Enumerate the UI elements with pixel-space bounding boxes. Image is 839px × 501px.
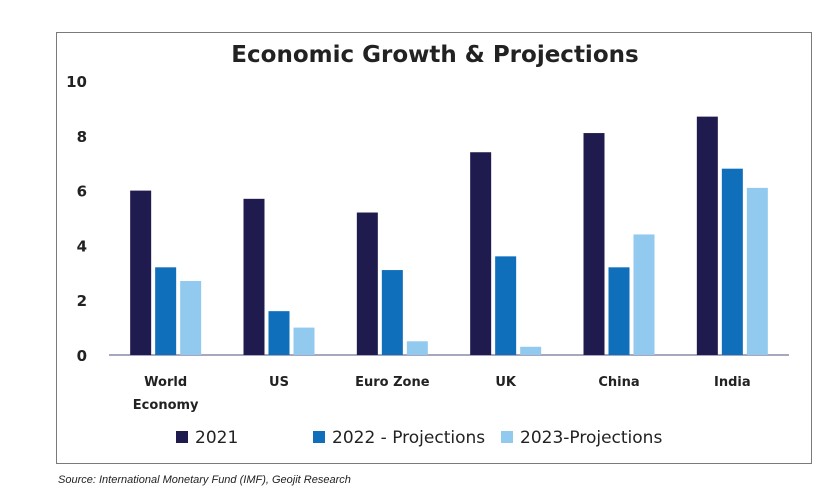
legend-label: 2023-Projections xyxy=(520,428,662,448)
bar xyxy=(721,168,743,355)
bar xyxy=(746,187,768,355)
y-tick-label: 10 xyxy=(66,73,87,91)
x-tick-label: Economy xyxy=(133,398,199,413)
bar xyxy=(633,234,655,355)
bar xyxy=(520,346,542,355)
y-tick-label: 6 xyxy=(77,183,87,201)
y-tick-label: 8 xyxy=(77,128,87,146)
bar xyxy=(495,256,517,355)
bar xyxy=(583,133,605,355)
chart-frame: Economic Growth & Projections 0 2 4 6 8 10 Worl… xyxy=(56,32,812,464)
legend-swatch xyxy=(501,431,513,443)
bar xyxy=(180,281,202,355)
x-tick-label: World xyxy=(144,375,187,390)
bar xyxy=(406,341,428,355)
bar xyxy=(130,190,152,355)
x-tick-label: India xyxy=(714,375,751,390)
x-tick-label: Euro Zone xyxy=(355,375,430,390)
x-tick-label: US xyxy=(269,375,289,390)
bar xyxy=(356,212,378,355)
legend-swatch xyxy=(176,431,188,443)
y-tick-label: 0 xyxy=(77,347,87,365)
bar-chart: Economic Growth & Projections 0 2 4 6 8 10 Worl… xyxy=(66,42,789,448)
bar xyxy=(155,267,177,355)
chart-title: Economic Growth & Projections xyxy=(231,42,638,68)
bar xyxy=(470,152,492,355)
bar xyxy=(243,198,265,355)
bar xyxy=(381,270,403,355)
source-note: Source: International Monetary Fund (IMF… xyxy=(58,474,351,486)
bar xyxy=(608,267,630,355)
bar xyxy=(696,116,718,356)
legend-label: 2022 - Projections xyxy=(332,428,485,448)
y-tick-label: 2 xyxy=(77,292,87,310)
legend-label: 2021 xyxy=(195,428,238,448)
x-tick-label: UK xyxy=(495,375,517,390)
bar xyxy=(293,327,315,355)
bar xyxy=(268,311,290,355)
legend-swatch xyxy=(313,431,325,443)
y-tick-label: 4 xyxy=(77,237,87,255)
x-tick-label: China xyxy=(598,375,639,390)
